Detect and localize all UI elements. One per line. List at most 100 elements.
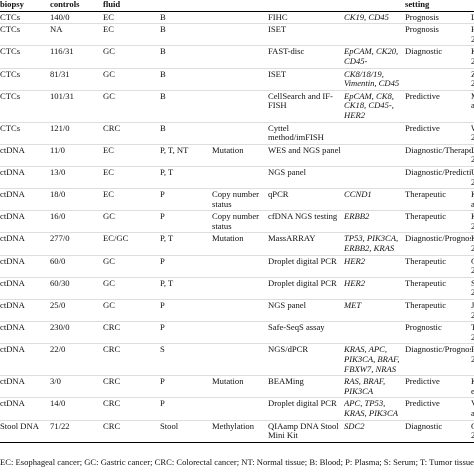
table-cell: ctDNA: [0, 210, 50, 234]
table-cell: ctDNA: [0, 375, 50, 399]
table-cell: Prognosis: [405, 23, 471, 47]
table-cell: Kang et al, 2017: [471, 45, 474, 69]
table-cell: 3/0: [50, 375, 103, 399]
table-cell: [212, 45, 268, 69]
table-cell: CRC: [103, 343, 160, 377]
table-cell: NA: [50, 23, 103, 47]
table-cell: Stool: [160, 420, 212, 443]
table-cell: [212, 343, 268, 377]
table-cell: Cyttel method/imFISH: [268, 122, 344, 145]
table-cell: FAST-disc: [268, 45, 344, 69]
table-cell: ctDNA: [0, 166, 50, 190]
table-cell: Wang et al, 2019: [471, 122, 474, 145]
table-cell: Diagnostic: [405, 420, 471, 443]
table-cell: P: [160, 397, 212, 421]
table-cell: CCND1: [344, 188, 405, 212]
table-cell: CK8/18/19, Vimentin, CD45: [344, 68, 405, 91]
table-cell: P, T: [160, 277, 212, 301]
table-cell: 16/0: [50, 210, 103, 234]
table-cell: HER2: [344, 255, 405, 278]
table-cell: Predictive: [405, 397, 471, 421]
table-cell: Copy number status: [212, 210, 268, 234]
table-cell: EC: [103, 11, 160, 25]
table-cell: 60/30: [50, 277, 103, 301]
table-cell: RAS, BRAF, PIK3CA: [344, 375, 405, 399]
table-cell: APC, TP53, KRAS, PIK3CA: [344, 397, 405, 421]
header-cell: [268, 0, 344, 12]
table-cell: B: [160, 11, 212, 25]
table-cell: QIAamp DNA Stool Mini Kit: [268, 420, 344, 443]
table-cell: 81/31: [50, 68, 103, 91]
table-cell: Jin et al, 2019: [471, 299, 474, 323]
header-cell: [471, 0, 474, 12]
table-cell: Oh et al, 2017: [471, 420, 474, 443]
table-cell: 25/0: [50, 299, 103, 323]
table-cell: [212, 166, 268, 190]
table-cell: Therapeutic: [405, 188, 471, 212]
table-cell: 18/0: [50, 188, 103, 212]
table-cell: BEAMing: [268, 375, 344, 399]
table-cell: B: [160, 45, 212, 69]
table-row: ctDNA 13/0 EC P, T NGS panel Diagnostic/Predi…: [0, 166, 474, 190]
table-cell: Han et al, 2019: [471, 23, 474, 47]
table-row: ctDNA 18/0 EC P Copy number status qPCR CCND1 T…: [0, 188, 474, 212]
table-cell: P: [160, 375, 212, 399]
table-cell: EC: [103, 23, 160, 47]
footnote: EC: Esophageal cancer; GC: Gastric cance…: [0, 457, 474, 467]
table-cell: Methylation: [212, 420, 268, 443]
table-cell: CTCs: [0, 68, 50, 91]
table-cell: NGS panel: [268, 299, 344, 323]
table-cell: CTCs: [0, 122, 50, 145]
table-cell: ctDNA: [0, 255, 50, 278]
table-cell: Luo et al, 2016: [471, 144, 474, 167]
table-cell: Mishima et al, 2017: [471, 90, 474, 123]
table-cell: Droplet digital PCR: [268, 397, 344, 421]
table-cell: NGS panel: [268, 166, 344, 190]
table-cell: ctDNA: [0, 299, 50, 323]
table-container: biopsy controls fluid setting CTCs 140/0 EC B F…: [0, 0, 474, 443]
table-cell: Copy number status: [212, 188, 268, 212]
table-cell: [212, 23, 268, 47]
table: biopsy controls fluid setting CTCs 140/0 EC B F…: [0, 0, 474, 443]
table-cell: EpCAM, CK8, CK18, CD45-, HER2: [344, 90, 405, 123]
table-cell: Gao et al, 2017: [471, 255, 474, 278]
table-cell: [344, 122, 405, 145]
table-cell: SDC2: [344, 420, 405, 443]
header-cell: [160, 0, 212, 12]
table-cell: EpCAM, CK20, CD45-: [344, 45, 405, 69]
table-cell: [344, 166, 405, 190]
table-cell: Shoda et al, 2017: [471, 277, 474, 301]
table-cell: Diagnostic/Prognostic: [405, 232, 471, 256]
table-cell: ctDNA: [0, 397, 50, 421]
table-cell: GC: [103, 299, 160, 323]
table-cell: ctDNA: [0, 188, 50, 212]
table-cell: P, T: [160, 166, 212, 190]
table-cell: ctDNA: [0, 144, 50, 167]
table-cell: Diagnostic/Therapeutic: [405, 144, 471, 167]
table-cell: Ueda et al, 2016: [471, 166, 474, 190]
table-cell: EC: [103, 188, 160, 212]
table-cell: ISET: [268, 68, 344, 91]
table-cell: ISET: [268, 23, 344, 47]
table-row: ctDNA 277/0 EC/GC P, T Mutation MassARRAY TP53…: [0, 232, 474, 256]
table-cell: cfDNA NGS testing: [268, 210, 344, 234]
table-cell: CK19, CD45: [344, 11, 405, 25]
table-row: ctDNA 22/0 CRC S NGS/dPCR KRAS, APC, PIK3CA, …: [0, 343, 474, 377]
table-cell: Mutation: [212, 232, 268, 256]
table-cell: [344, 321, 405, 345]
header-cell: [344, 0, 405, 12]
table-cell: 140/0: [50, 11, 103, 25]
table-cell: 13/0: [50, 166, 103, 190]
table-row: ctDNA 60/0 GC P Droplet digital PCR HER2 Thera…: [0, 255, 474, 278]
table-cell: [212, 299, 268, 323]
table-row: Stool DNA 71/22 CRC Stool Methylation QIAamp …: [0, 420, 474, 443]
table-cell: P: [160, 210, 212, 234]
table-cell: B: [160, 68, 212, 91]
table-cell: [212, 277, 268, 301]
table-cell: Tie et al, 2016: [471, 321, 474, 345]
table-cell: Therapeutic: [405, 255, 471, 278]
table-row: ctDNA 11/0 EC P, T, NT Mutation WES and NGS p…: [0, 144, 474, 167]
